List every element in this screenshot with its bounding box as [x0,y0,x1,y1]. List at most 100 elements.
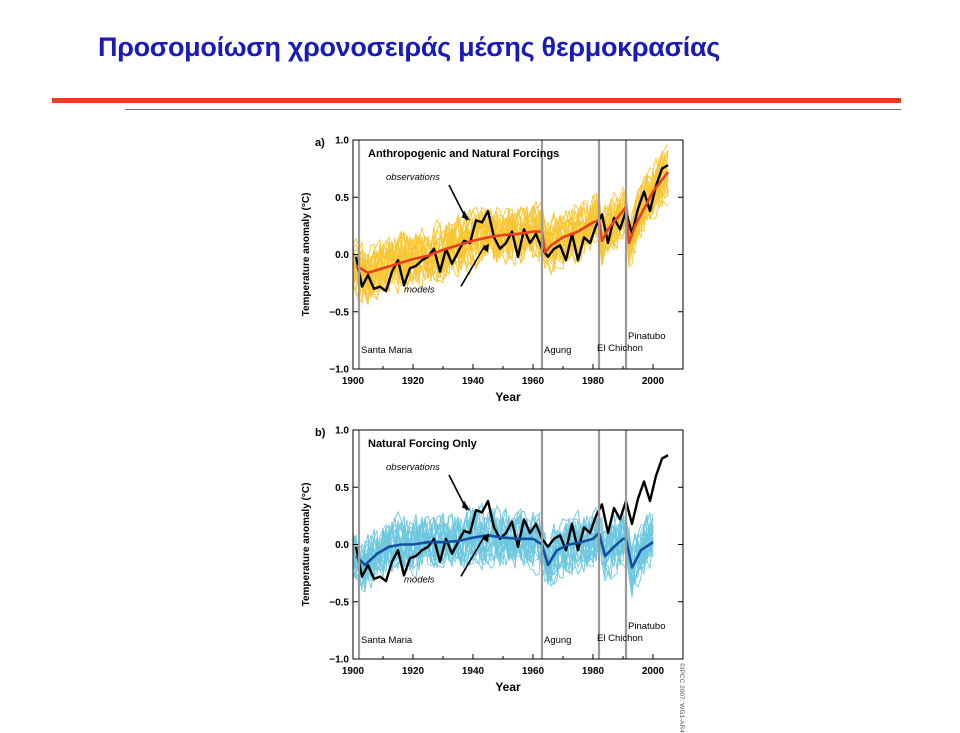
annotation-observations: observations [386,172,440,183]
title-underline-thick [52,98,901,103]
panel-title: Anthropogenic and Natural Forcings [368,148,559,160]
model-ensemble-run [353,170,669,298]
title-underline-thin [125,109,901,110]
model-ensemble-run [353,164,669,305]
model-ensemble-run [353,150,669,287]
annotation-models: models [404,284,435,295]
model-ensemble-run [353,511,654,586]
volcano-label: El Chichon [597,343,643,354]
annotation-arrow-observations [448,474,468,511]
panel-label: a) [315,137,325,149]
copyright-note: ©IPCC 2007: WG1-AR4 [678,663,685,733]
plot-frame [352,139,684,370]
x-tick-label: 1920 [402,666,425,677]
plot-background [353,140,683,369]
model-ensemble-run [353,508,654,595]
model-ensemble-run [353,516,654,580]
y-tick-label: 0.5 [335,483,349,494]
x-tick-label: 2000 [642,376,665,387]
x-tick-label: 1920 [402,376,425,387]
panel-title: Natural Forcing Only [368,438,478,450]
x-tick-label: 1960 [522,666,545,677]
y-tick-label: −0.5 [329,307,349,318]
y-tick-label: −0.5 [329,597,349,608]
volcano-label: El Chichon [597,633,643,644]
model-ensemble-run [353,167,669,291]
x-tick-label: 1900 [342,666,365,677]
x-tick-label: 1980 [582,376,605,387]
model-ensemble-run [353,150,669,292]
volcano-label: Santa Maria [361,635,413,646]
model-ensemble-run [353,501,654,586]
volcano-label: Pinatubo [628,621,666,632]
x-axis-label: Year [495,390,521,404]
annotation-arrowhead-observations [462,500,470,511]
annotation-models: models [404,574,435,585]
y-tick-label: 0.5 [335,193,349,204]
model-ensemble-run [353,164,669,299]
model-ensemble-run [353,507,654,579]
observations-line [354,454,669,583]
annotation-arrow-observations [448,184,468,221]
annotation-arrow-models [460,244,486,287]
model-ensemble-run [353,508,654,591]
model-ensemble-run [353,504,654,589]
model-ensemble-run [353,151,669,287]
model-ensemble-run [353,518,654,580]
model-ensemble-run [353,506,654,576]
y-axis-label: Temperature anomaly (°C) [301,193,312,317]
model-ensemble-run [353,510,654,584]
model-ensemble-run [353,143,669,293]
y-tick-label: 0.0 [335,540,349,551]
panel-label: b) [315,427,326,439]
model-ensemble-run [353,171,669,292]
model-ensemble-run [353,156,669,306]
model-ensemble-run [353,152,669,301]
models-mean-line [355,531,654,569]
x-tick-label: 2000 [642,666,665,677]
model-ensemble-run [353,155,669,293]
model-ensemble-run [353,167,669,286]
annotation-arrowhead-observations [462,210,470,221]
x-tick-label: 1900 [342,376,365,387]
y-tick-label: 0.0 [335,250,349,261]
model-ensemble-run [353,514,654,589]
annotation-observations: observations [386,462,440,473]
model-ensemble-run [353,160,669,299]
volcano-label: Pinatubo [628,331,666,342]
y-axis-label: Temperature anomaly (°C) [301,483,312,607]
model-ensemble-run [353,178,669,302]
model-ensemble-run [353,508,654,582]
annotation-arrow-models [460,534,486,577]
model-ensemble-run [353,150,669,293]
model-ensemble-run [353,510,654,586]
model-ensemble-run [353,176,669,300]
x-tick-label: 1960 [522,376,545,387]
model-ensemble-run [353,166,669,281]
x-tick-label: 1980 [582,666,605,677]
y-tick-label: −1.0 [329,655,349,666]
observations-line [354,164,669,293]
x-tick-label: 1940 [462,376,485,387]
plot-frame [352,429,684,660]
model-ensemble-run [353,507,654,593]
plot-background [353,430,683,659]
model-ensemble-run [353,515,654,594]
models-mean-line [355,171,670,275]
y-tick-label: 1.0 [335,426,349,437]
plot-data-group [353,143,670,306]
model-ensemble-run [353,172,669,302]
plot-data-group [353,454,669,598]
x-tick-label: 1940 [462,666,485,677]
model-ensemble-run [353,505,654,577]
volcano-label: Agung [544,345,571,356]
y-tick-label: −1.0 [329,365,349,376]
annotation-arrowhead-models [482,533,489,543]
model-ensemble-run [353,151,669,299]
y-tick-label: 1.0 [335,136,349,147]
model-ensemble-run [353,507,653,598]
slide-title: Προσομοίωση χρονοσειράς μέσης θερμοκρασί… [98,32,721,62]
model-ensemble-run [353,510,654,576]
